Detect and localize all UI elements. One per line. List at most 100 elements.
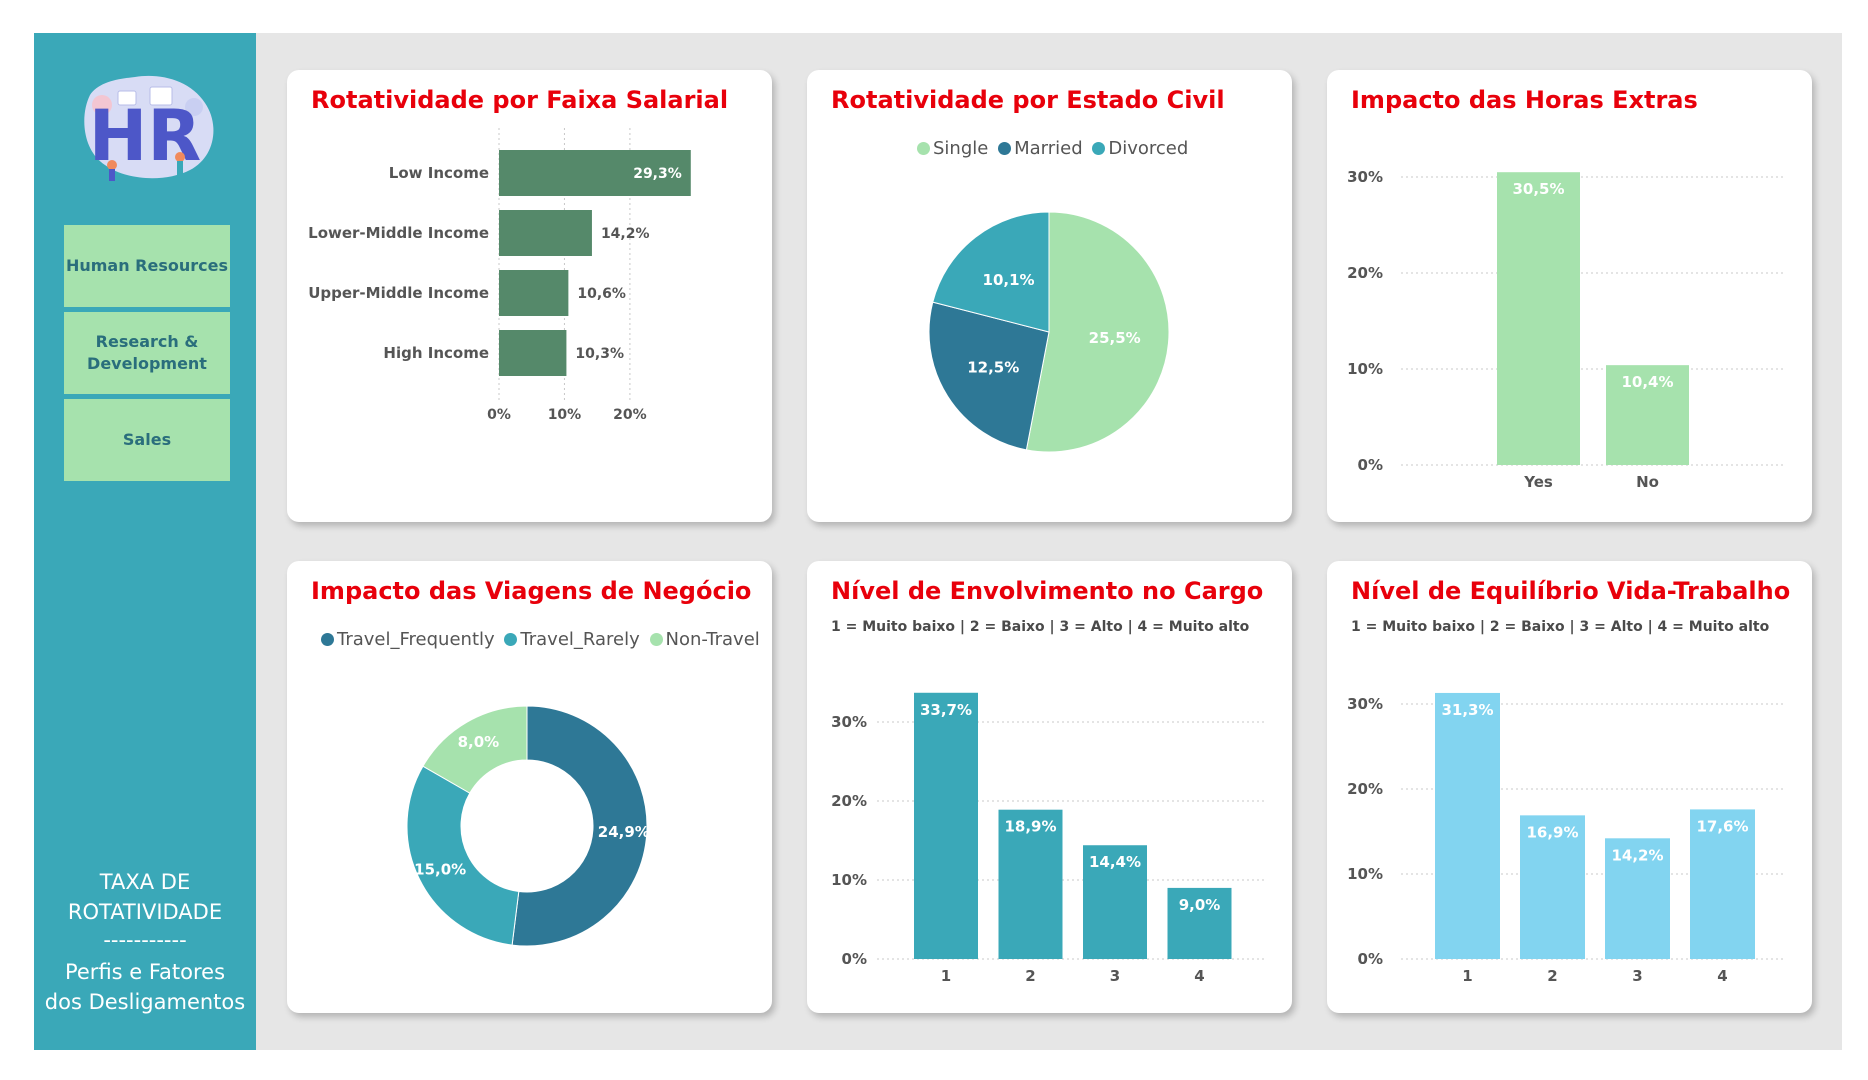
y-tick-label: 30% [831,713,867,731]
legend-label: Married [1014,138,1083,159]
data-label: 10,3% [575,346,624,362]
x-tick-label: 10% [548,407,582,423]
sidebar-title-line1: TAXA DE [99,870,191,894]
bar [914,692,978,959]
bar [1435,692,1500,959]
category-label: High Income [383,344,489,362]
category-label: Lower-Middle Income [308,224,489,242]
slice-label: 12,5% [967,358,1019,376]
hr-logo-icon: HR [70,65,220,187]
data-label: 33,7% [920,701,972,719]
pie-slice [928,301,1050,451]
x-tick-label: 3 [1110,967,1120,985]
bar [499,210,592,256]
x-tick-label: Yes [1523,473,1553,491]
x-tick-label: 2 [1025,967,1035,985]
card-involvement: Nível de Envolvimento no Cargo 1 = Muito… [807,561,1292,1013]
x-tick-label: 1 [941,967,951,985]
data-label: 14,2% [601,226,650,242]
legend-item: Single [917,138,988,159]
x-tick-label: 4 [1717,967,1727,985]
legend-label: Single [933,138,989,159]
sidebar-title-line2: ROTATIVIDADE [67,900,223,924]
y-tick-label: 0% [1358,456,1383,474]
data-label: 9,0% [1179,896,1221,914]
sidebar: HR Human Resources Research & Developmen… [34,33,256,1050]
bar [1167,887,1232,959]
x-tick-label: 4 [1194,967,1204,985]
pie-slice [422,705,528,794]
salary-chart: 0% 10% 20% Low Income 29,3% Lower-Middle Inco… [308,128,691,423]
x-tick-label: 3 [1632,967,1642,985]
bar [1497,172,1580,465]
card-title: Nível de Equilíbrio Vida-Trabalho [1351,577,1791,605]
data-label: 30,5% [1512,180,1564,198]
legend-dot-icon [917,142,930,155]
y-tick-label: 20% [831,792,867,810]
balance-chart: 0% 10% 20% 30% 31,3% 1 16,9% 2 14,2% 3 17,6% 4 [1347,692,1785,985]
data-label: 14,4% [1089,853,1141,871]
bar [499,150,691,196]
legend-dot-icon [321,633,334,646]
card-marital: Rotatividade por Estado Civil Single Mar… [807,70,1292,522]
data-label: 31,3% [1441,701,1493,719]
svg-text:HR: HR [89,95,202,177]
marital-legend: Single Married Divorced [917,138,1192,159]
x-tick-label: No [1636,473,1659,491]
card-balance: Nível de Equilíbrio Vida-Trabalho 1 = Mu… [1327,561,1812,1013]
x-tick-label: 1 [1462,967,1472,985]
y-tick-label: 0% [1358,950,1383,968]
category-label: Low Income [389,164,489,182]
data-label: 16,9% [1526,823,1578,841]
y-tick-label: 30% [1347,168,1383,186]
travel-legend: Travel_Frequently Travel_Rarely Non-Trav… [321,629,764,650]
slice-label: 15,0% [414,860,466,878]
involvement-chart: 0% 10% 20% 30% 33,7% 1 18,9% 2 14,4% 3 9,0% 4 [831,692,1265,985]
travel-chart: 24,9% 15,0% 8,0% [406,705,650,947]
y-tick-label: 30% [1347,695,1383,713]
slice-label: 24,9% [598,823,650,841]
nav-button-sales[interactable]: Sales [64,399,230,481]
bar [1520,815,1585,959]
nav-button-research-development[interactable]: Research & Development [64,312,230,394]
legend-item: Married [998,138,1083,159]
sidebar-separator: ----------- [103,928,187,952]
pie-slice [932,211,1050,333]
bar [1605,838,1670,959]
marital-chart: 25,5% 12,5% 10,1% [928,211,1170,453]
data-label: 18,9% [1004,818,1056,836]
legend-label: Divorced [1108,138,1189,159]
slice-label: 8,0% [458,733,500,751]
card-overtime: Impacto das Horas Extras 0% 10% 20% 30% 30,5… [1327,70,1812,522]
card-title: Rotatividade por Faixa Salarial [311,86,729,114]
data-label: 14,2% [1611,846,1663,864]
card-title: Impacto das Viagens de Negócio [311,577,752,605]
bar [1606,365,1689,465]
data-label: 17,6% [1696,817,1748,835]
legend-label: Non-Travel [665,629,760,650]
x-tick-label: 20% [613,407,647,423]
card-salary: Rotatividade por Faixa Salarial 0% 10% 20%… [287,70,772,522]
y-tick-label: 10% [1347,865,1383,883]
sidebar-subtitle-line1: Perfis e Fatores [64,960,226,984]
slice-label: 25,5% [1089,329,1141,347]
legend-label: Travel_Frequently [337,629,495,650]
card-title: Nível de Envolvimento no Cargo [831,577,1264,605]
x-tick-label: 0% [487,407,511,423]
data-label: 10,6% [577,286,626,302]
card-title: Rotatividade por Estado Civil [831,86,1225,114]
y-tick-label: 20% [1347,780,1383,798]
data-label: 10,4% [1621,373,1673,391]
card-title: Impacto das Horas Extras [1351,86,1698,114]
legend-dot-icon [998,142,1012,155]
legend-item: Travel_Rarely [504,629,640,650]
y-tick-label: 20% [1347,264,1383,282]
legend-dot-icon [649,633,663,646]
bar [1690,809,1755,959]
nav-button-human-resources[interactable]: Human Resources [64,225,230,307]
x-tick-label: 2 [1547,967,1557,985]
slice-label: 10,1% [983,271,1035,289]
bar [499,330,567,376]
legend-item: Non-Travel [649,629,760,650]
legend-item: Divorced [1092,138,1188,159]
